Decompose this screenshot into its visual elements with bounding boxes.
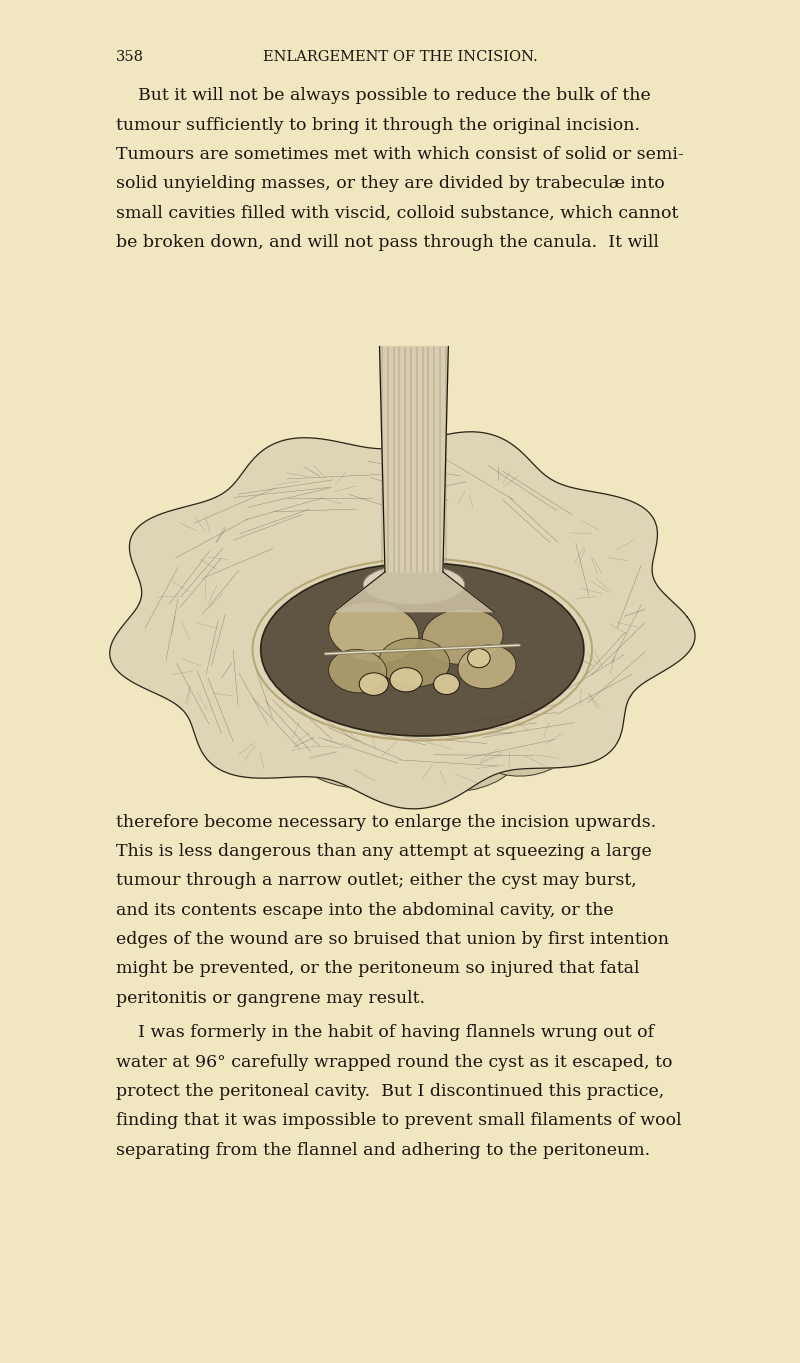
Text: small cavities filled with viscid, colloid substance, which cannot: small cavities filled with viscid, collo… [116,204,678,221]
Text: tumour through a narrow outlet; either the cyst may burst,: tumour through a narrow outlet; either t… [116,872,637,889]
Ellipse shape [266,459,366,514]
Text: ENLARGEMENT OF THE INCISION.: ENLARGEMENT OF THE INCISION. [262,50,538,64]
Text: solid unyielding masses, or they are divided by trabeculæ into: solid unyielding masses, or they are div… [116,174,665,192]
Text: protect the peritoneal cavity.  But I discontinued this practice,: protect the peritoneal cavity. But I dis… [116,1082,664,1100]
Ellipse shape [261,563,584,736]
Ellipse shape [297,726,419,789]
Text: water at 96° carefully wrapped round the cyst as it escaped, to: water at 96° carefully wrapped round the… [116,1054,673,1070]
Ellipse shape [329,649,386,692]
Ellipse shape [434,459,534,514]
Ellipse shape [359,673,388,695]
Ellipse shape [559,508,642,581]
Ellipse shape [434,673,459,695]
Ellipse shape [467,649,490,668]
Text: be broken down, and will not pass through the canula.  It will: be broken down, and will not pass throug… [116,234,659,251]
Ellipse shape [422,609,503,664]
Ellipse shape [225,710,325,776]
Ellipse shape [565,568,654,647]
Ellipse shape [329,601,419,662]
Ellipse shape [394,731,517,792]
Text: separating from the flannel and adhering to the peritoneum.: separating from the flannel and adhering… [116,1141,650,1159]
Text: 358: 358 [116,50,144,64]
Text: and its contents escape into the abdominal cavity, or the: and its contents escape into the abdomin… [116,901,614,919]
Polygon shape [379,346,448,572]
Text: therefore become necessary to enlarge the incision upwards.: therefore become necessary to enlarge th… [116,814,656,830]
Text: Tumours are sometimes met with which consist of solid or semi-: Tumours are sometimes met with which con… [116,146,684,162]
Polygon shape [334,572,494,612]
Ellipse shape [554,643,637,717]
Text: This is less dangerous than any attempt at squeezing a large: This is less dangerous than any attempt … [116,842,652,860]
Text: peritonitis or gangrene may result.: peritonitis or gangrene may result. [116,990,425,1006]
Ellipse shape [458,645,516,688]
Ellipse shape [390,668,422,692]
Polygon shape [110,432,695,808]
Text: edges of the wound are so bruised that union by first intention: edges of the wound are so bruised that u… [116,931,669,947]
Ellipse shape [378,638,450,687]
Text: finding that it was impossible to prevent small filaments of wool: finding that it was impossible to preven… [116,1112,682,1129]
Text: But it will not be always possible to reduce the bulk of the: But it will not be always possible to re… [116,87,650,104]
Text: I was formerly in the habit of having flannels wrung out of: I was formerly in the habit of having fl… [116,1024,654,1041]
Text: might be prevented, or the peritoneum so injured that fatal: might be prevented, or the peritoneum so… [116,960,639,977]
Ellipse shape [363,564,465,604]
Text: tumour sufficiently to bring it through the original incision.: tumour sufficiently to bring it through … [116,116,640,134]
Ellipse shape [158,508,241,581]
Ellipse shape [163,643,246,717]
Ellipse shape [146,568,235,647]
Ellipse shape [475,710,575,776]
